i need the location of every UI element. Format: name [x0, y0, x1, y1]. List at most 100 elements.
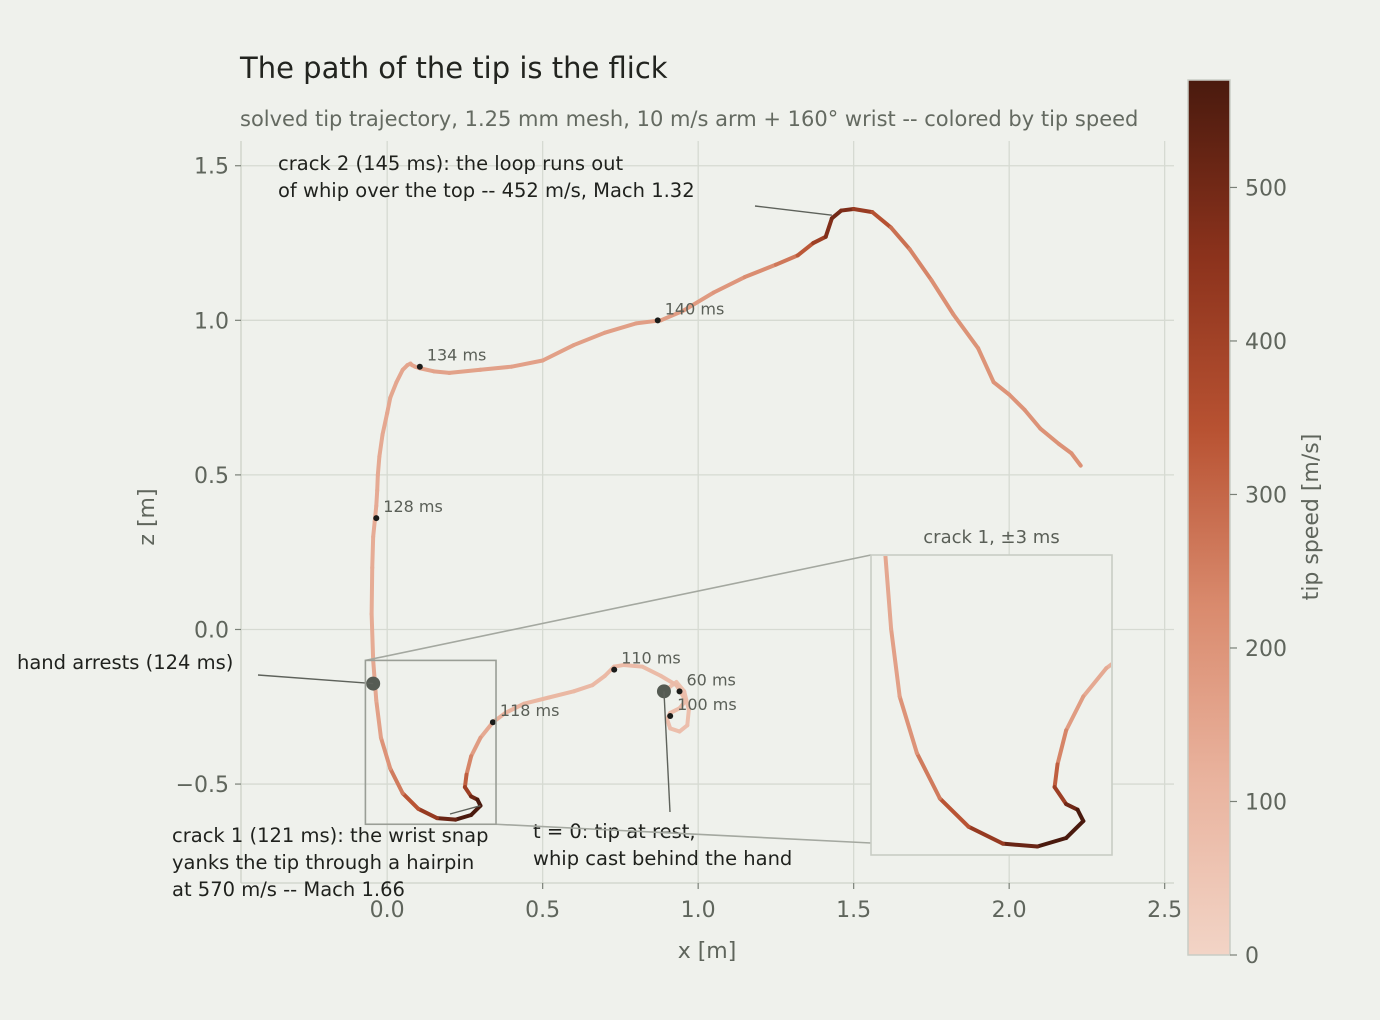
- annotation-leader: [257, 674, 374, 685]
- trajectory-segment: [674, 680, 687, 694]
- x-tick-label: 0.5: [525, 898, 560, 923]
- time-markers: 60 ms 100 ms 110 ms 118 ms 128 ms 134 ms 140 m…: [366, 299, 737, 726]
- colorbar-gradient: [1187, 79, 1231, 956]
- inset-segment: [889, 626, 902, 699]
- trajectory-segment: [546, 689, 576, 700]
- trajectory-segment: [478, 720, 495, 740]
- trajectory-segment: [447, 367, 483, 375]
- annotation-leader: [663, 691, 671, 813]
- trajectory-segment: [976, 346, 996, 385]
- trajectory-segment: [478, 364, 514, 372]
- colorbar-tick-label: 400: [1245, 330, 1287, 355]
- trajectory-segment: [431, 369, 452, 375]
- time-marker-dot: [654, 317, 661, 324]
- trajectory-segment: [522, 695, 551, 706]
- trajectory-segment: [571, 330, 607, 348]
- trajectory-segment: [469, 803, 483, 817]
- inset-segment: [1075, 807, 1086, 824]
- time-marker-label: 118 ms: [500, 701, 560, 720]
- annotation-leader: [754, 205, 832, 216]
- trajectory-segment: [658, 673, 679, 688]
- inset-segment: [914, 751, 942, 801]
- inset-segment: [883, 556, 894, 631]
- trajectory-segment: [374, 698, 383, 740]
- colorbar-tick-label: 200: [1245, 637, 1287, 662]
- trajectory-segment: [621, 663, 645, 669]
- trajectory-segment: [742, 262, 778, 280]
- x-axis-label: x [m]: [678, 939, 737, 964]
- trajectory-segment: [640, 664, 663, 678]
- trajectory-segment: [773, 253, 800, 267]
- annotation-text: at 570 m/s -- Mach 1.66: [172, 878, 405, 901]
- colorbar-tick-label: 0: [1245, 944, 1259, 969]
- x-tick-label: 1.0: [681, 898, 716, 923]
- trajectory-segment: [375, 454, 382, 477]
- chart-subtitle: solved tip trajectory, 1.25 mm mesh, 10 …: [240, 107, 1138, 131]
- inset-segment: [897, 694, 919, 756]
- trajectory-segment: [1069, 451, 1083, 468]
- annotation-text: whip cast behind the hand: [533, 847, 792, 870]
- inset-segment: [1055, 728, 1069, 767]
- trajectory-segment: [658, 309, 685, 323]
- colorbar-tick-label: 300: [1245, 483, 1287, 508]
- trajectory-segment: [851, 207, 875, 215]
- inset-source-box: [364, 659, 497, 826]
- trajectory-segment: [795, 241, 816, 258]
- trajectory-segment: [590, 673, 607, 688]
- trajectory-segment: [380, 411, 390, 437]
- trajectory-segment: [1007, 392, 1027, 412]
- x-tick-label: 2.5: [1147, 898, 1182, 923]
- trajectory-segment: [394, 367, 405, 385]
- chart-title: The path of the tip is the flick: [239, 51, 668, 85]
- y-tick-label: 1.5: [194, 155, 229, 180]
- trajectory-segment: [388, 380, 399, 400]
- trajectory-segment: [375, 472, 380, 493]
- trajectory: [369, 207, 1083, 822]
- y-tick-label: 1.0: [194, 309, 229, 334]
- colorbar-tick-label: 100: [1245, 790, 1287, 815]
- time-marker-dot: [611, 666, 618, 673]
- annotation-text: t = 0: tip at rest,: [533, 820, 696, 843]
- y-tick-label: 0.5: [194, 464, 229, 489]
- trajectory-segment: [685, 707, 691, 728]
- annotation-text: crack 1 (121 ms): the wrist snap: [172, 824, 489, 847]
- trajectory-segment: [371, 519, 377, 539]
- trajectory-segment: [400, 791, 421, 811]
- trajectory-segment: [870, 210, 893, 230]
- time-marker-dot: [489, 719, 496, 726]
- time-marker-label: 134 ms: [427, 346, 487, 365]
- inset-segment: [1035, 836, 1069, 849]
- trajectory-segment: [571, 683, 595, 694]
- trajectory-segment: [711, 275, 747, 295]
- trajectory-segment: [374, 488, 380, 508]
- trajectory-segment: [388, 766, 405, 796]
- axes: 0.0 0.5 1.0 1.5 2.0 2.5 −0.5 0.0 0.5 1.0 1.5: [176, 141, 1182, 923]
- annotation-text: crack 2 (145 ms): the loop runs out: [278, 152, 623, 175]
- trajectory-segment: [377, 432, 385, 459]
- time-marker-label: 140 ms: [665, 299, 725, 318]
- colorbar: 0 100 200 300 400 500 tip speed [m/s]: [1187, 79, 1324, 969]
- time-marker-label: 128 ms: [383, 497, 443, 516]
- annotation-text: hand arrests (124 ms): [17, 651, 233, 674]
- inset-segment: [937, 796, 971, 829]
- trajectory-segment: [417, 366, 436, 374]
- inset-trajectory: [883, 556, 1111, 849]
- trajectory-segment: [369, 565, 375, 617]
- inset-connector: [495, 823, 872, 844]
- trajectory-segment: [509, 358, 545, 369]
- y-axis-label: z [m]: [135, 488, 160, 545]
- trajectory-segment: [991, 380, 1012, 397]
- trajectory-segment: [829, 208, 844, 221]
- time-marker-dot: [676, 688, 683, 695]
- inset-title: crack 1, ±3 ms: [923, 527, 1059, 548]
- x-tick-label: 0.0: [370, 898, 405, 923]
- trajectory-segment: [839, 207, 856, 213]
- inset-panel: crack 1, ±3 ms: [364, 527, 1113, 856]
- trajectory-segment: [929, 278, 956, 317]
- y-tick-label: 0.0: [194, 618, 229, 643]
- annotation-text: of whip over the top -- 452 m/s, Mach 1.…: [278, 179, 695, 202]
- trajectory-segment: [370, 534, 376, 570]
- trajectory-segment: [823, 216, 834, 239]
- trajectory-segment: [503, 701, 527, 715]
- trajectory-segment: [540, 343, 576, 363]
